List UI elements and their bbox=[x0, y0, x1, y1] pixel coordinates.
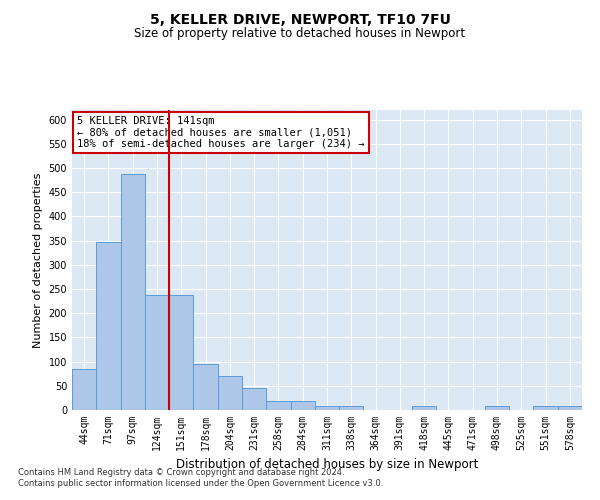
Bar bbox=[96, 242, 121, 410]
Bar bbox=[412, 406, 436, 410]
Bar bbox=[266, 402, 290, 410]
Bar bbox=[145, 296, 169, 410]
Text: 5, KELLER DRIVE, NEWPORT, TF10 7FU: 5, KELLER DRIVE, NEWPORT, TF10 7FU bbox=[149, 12, 451, 26]
Bar bbox=[72, 369, 96, 410]
Bar bbox=[533, 406, 558, 410]
Bar bbox=[558, 406, 582, 410]
Text: Contains HM Land Registry data © Crown copyright and database right 2024.
Contai: Contains HM Land Registry data © Crown c… bbox=[18, 468, 383, 487]
Y-axis label: Number of detached properties: Number of detached properties bbox=[33, 172, 43, 348]
Text: Size of property relative to detached houses in Newport: Size of property relative to detached ho… bbox=[134, 28, 466, 40]
X-axis label: Distribution of detached houses by size in Newport: Distribution of detached houses by size … bbox=[176, 458, 478, 471]
Bar bbox=[339, 406, 364, 410]
Bar bbox=[242, 388, 266, 410]
Bar bbox=[485, 406, 509, 410]
Bar bbox=[121, 174, 145, 410]
Text: 5 KELLER DRIVE: 141sqm
← 80% of detached houses are smaller (1,051)
18% of semi-: 5 KELLER DRIVE: 141sqm ← 80% of detached… bbox=[77, 116, 365, 149]
Bar bbox=[169, 296, 193, 410]
Bar bbox=[218, 376, 242, 410]
Bar bbox=[193, 364, 218, 410]
Bar bbox=[315, 406, 339, 410]
Bar bbox=[290, 402, 315, 410]
